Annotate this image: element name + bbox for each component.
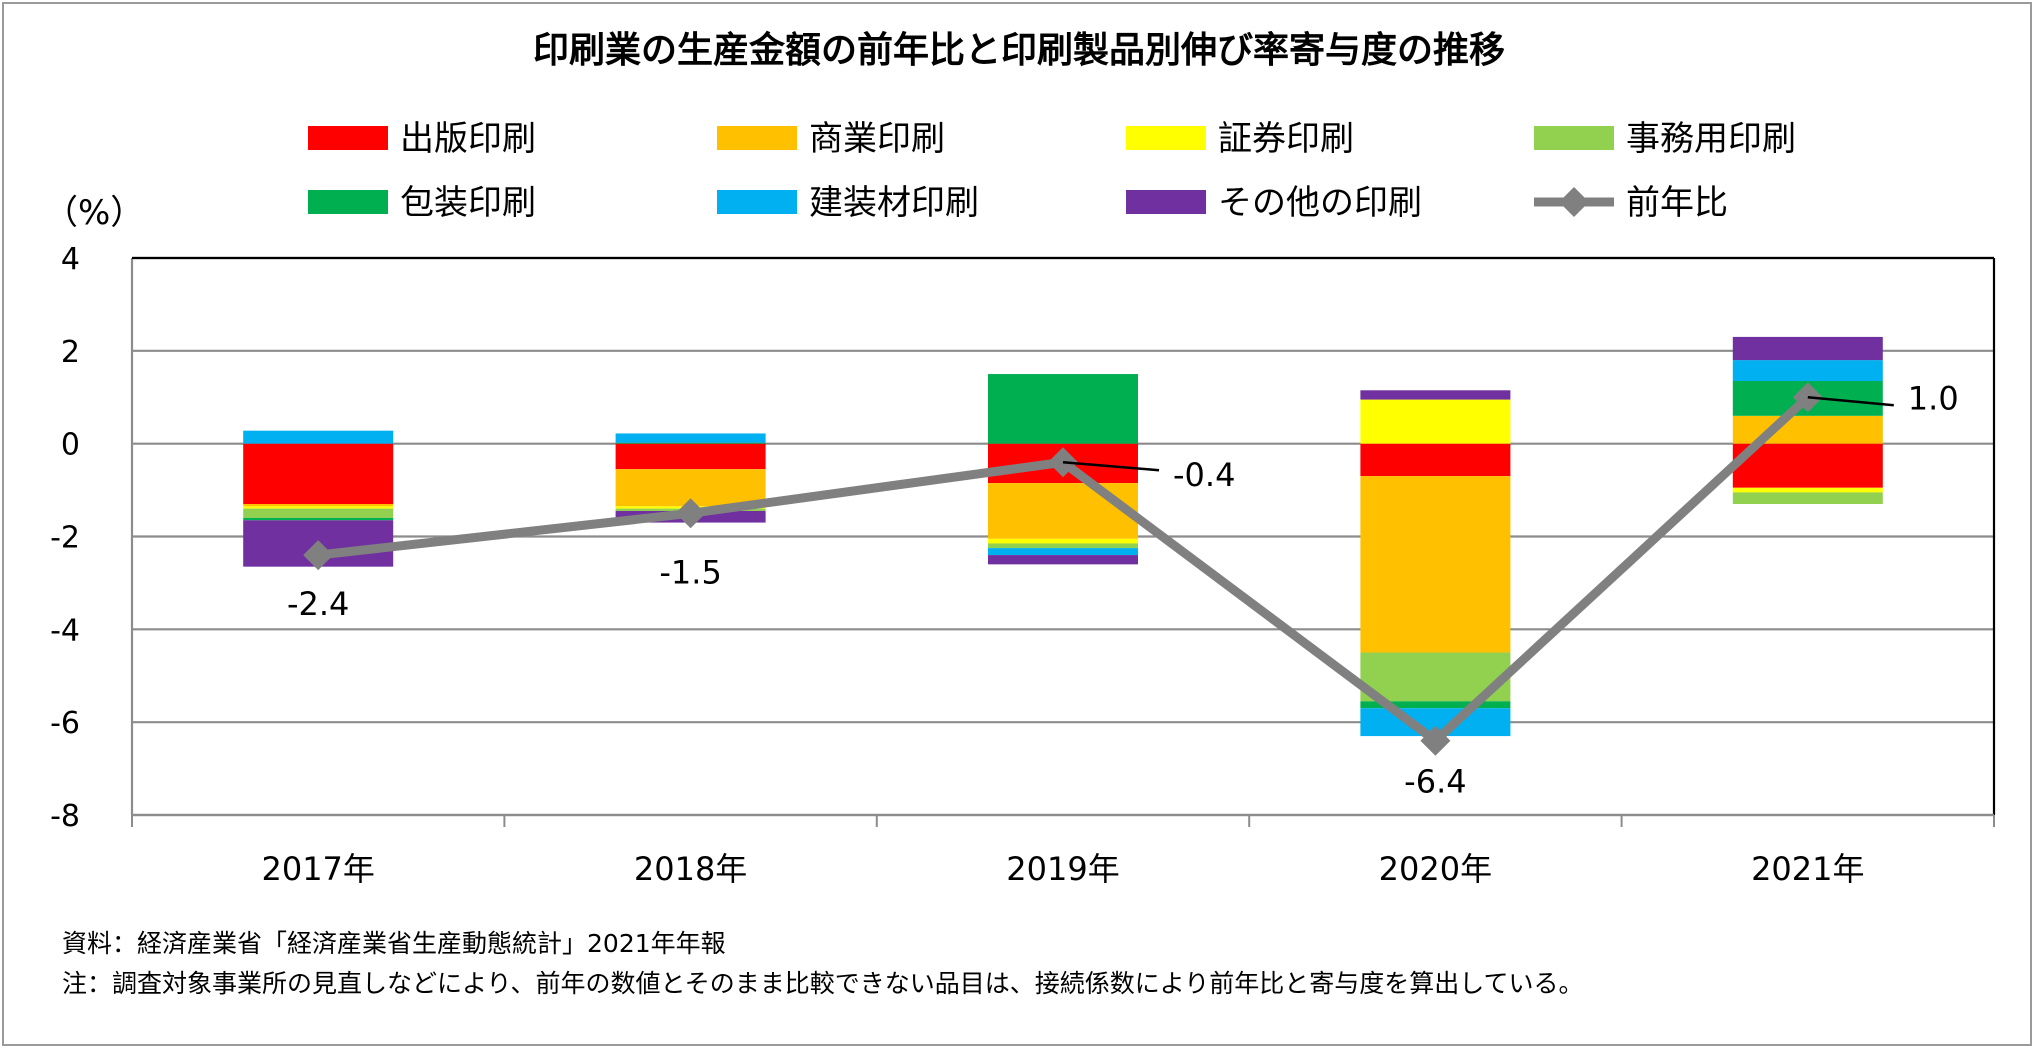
y-tick-label-4: -4 xyxy=(50,613,80,648)
legend-label-8: 前年比 xyxy=(1626,183,1728,223)
yoy-data-label-1: -2.4 xyxy=(287,585,349,623)
bar-segment-3-3 xyxy=(988,538,1138,544)
legend-label-4: 事務用印刷 xyxy=(1626,119,1796,159)
bar-segment-4-7 xyxy=(1360,390,1511,400)
x-category-label-5: 2021年 xyxy=(1751,850,1864,888)
bar-segment-1-2 xyxy=(243,504,394,507)
x-category-label-1: 2017年 xyxy=(261,850,374,888)
bar-segment-5-2 xyxy=(1732,415,1883,444)
y-tick-label-3: -2 xyxy=(50,521,80,556)
legend-label-3: 証券印刷 xyxy=(1218,119,1354,159)
legend-swatch-4 xyxy=(1534,126,1614,150)
bar-segment-2-5 xyxy=(615,442,766,444)
bar-segment-5-1 xyxy=(1732,443,1883,488)
x-category-label-2: 2018年 xyxy=(634,850,747,888)
bar-segment-3-2 xyxy=(988,483,1138,539)
legend-swatch-3 xyxy=(1126,126,1206,150)
yoy-data-label-3: -0.4 xyxy=(1173,456,1235,494)
legend-swatch-1 xyxy=(308,126,388,150)
y-tick-label-0: 4 xyxy=(61,242,80,277)
legend-swatch-6 xyxy=(717,190,797,214)
yoy-marker-4 xyxy=(1420,725,1451,756)
plot-area: 4 2 0 -2 -4 -6 -8 2017年 2018年 2019年 2020年 2021年 -2… xyxy=(50,242,1996,888)
bar-segment-5-4 xyxy=(1732,492,1883,505)
y-tick-label-6: -8 xyxy=(50,799,80,834)
legend-label-5: 包装印刷 xyxy=(400,183,536,223)
x-category-labels: 2017年 2018年 2019年 2020年 2021年 xyxy=(261,850,1864,888)
legend-swatch-7 xyxy=(1126,190,1206,214)
y-tick-label-1: 2 xyxy=(61,335,80,370)
bar-segment-4-2 xyxy=(1360,476,1511,653)
legend-label-7: その他の印刷 xyxy=(1218,183,1422,223)
data-labels: -2.4 -1.5 -0.4 -6.4 1.0 xyxy=(287,379,1959,800)
yoy-data-label-2: -1.5 xyxy=(659,553,721,591)
bar-segment-2-6 xyxy=(615,433,766,443)
label-leader-3 xyxy=(1062,460,1160,472)
x-category-label-3: 2019年 xyxy=(1006,850,1119,888)
bar-segment-5-3 xyxy=(1732,487,1883,493)
footnote: 注：調査対象事業所の見直しなどにより、前年の数値とそのまま比較できない品目は、接… xyxy=(62,969,1584,998)
bar-segment-4-1 xyxy=(1360,443,1511,477)
yoy-data-label-5: 1.0 xyxy=(1908,379,1959,417)
yoy-marker-1 xyxy=(303,540,334,571)
bar-segment-1-4 xyxy=(243,508,394,518)
source-note: 資料：経済産業省「経済産業省生産動態統計」2021年年報 xyxy=(62,929,726,958)
yoy-data-label-4: -6.4 xyxy=(1404,763,1466,801)
chart-title: 印刷業の生産金額の前年比と印刷製品別伸び率寄与度の推移 xyxy=(533,29,1505,71)
bar-segment-4-3 xyxy=(1360,399,1511,444)
bar-segment-3-7 xyxy=(988,555,1138,565)
bar-segment-4-5 xyxy=(1360,701,1511,709)
legend-diamond-marker xyxy=(1559,187,1589,217)
x-category-label-4: 2020年 xyxy=(1379,850,1492,888)
bar-segment-3-5 xyxy=(988,374,1138,444)
bar-segment-1-5 xyxy=(243,517,394,521)
bar-segment-1-1 xyxy=(243,443,394,505)
label-leader-5 xyxy=(1807,396,1894,407)
bar-segment-5-6 xyxy=(1732,360,1883,382)
bar-segment-3-6 xyxy=(988,548,1138,556)
axes xyxy=(130,256,1996,827)
bar-segment-1-6 xyxy=(243,430,394,444)
yoy-marker-2 xyxy=(675,498,706,529)
legend-label-6: 建装材印刷 xyxy=(809,183,979,223)
y-tick-labels: 4 2 0 -2 -4 -6 -8 xyxy=(50,242,80,834)
legend-label-2: 商業印刷 xyxy=(809,119,945,159)
legend-swatch-2 xyxy=(717,126,797,150)
legend-swatch-5 xyxy=(308,190,388,214)
y-tick-label-2: 0 xyxy=(61,428,80,463)
y-tick-label-5: -6 xyxy=(50,706,80,741)
y-axis-unit-label: （%） xyxy=(44,193,144,233)
bar-segment-2-1 xyxy=(615,443,766,470)
bar-segment-5-7 xyxy=(1732,336,1883,361)
bar-segment-1-3 xyxy=(243,506,394,509)
bar-segment-3-4 xyxy=(988,543,1138,549)
legend-label-1: 出版印刷 xyxy=(400,119,536,159)
